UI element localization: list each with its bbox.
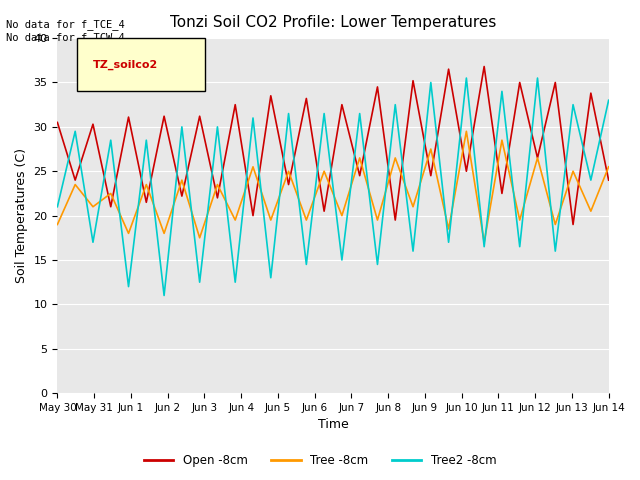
Text: No data for f_TCE_4
No data for f_TCW_4: No data for f_TCE_4 No data for f_TCW_4 (6, 19, 125, 43)
Text: TZ_soilco2: TZ_soilco2 (93, 60, 158, 70)
Y-axis label: Soil Temperatures (C): Soil Temperatures (C) (15, 148, 28, 283)
X-axis label: Time: Time (317, 419, 348, 432)
Title: Tonzi Soil CO2 Profile: Lower Temperatures: Tonzi Soil CO2 Profile: Lower Temperatur… (170, 15, 496, 30)
Legend: Open -8cm, Tree -8cm, Tree2 -8cm: Open -8cm, Tree -8cm, Tree2 -8cm (139, 449, 501, 472)
